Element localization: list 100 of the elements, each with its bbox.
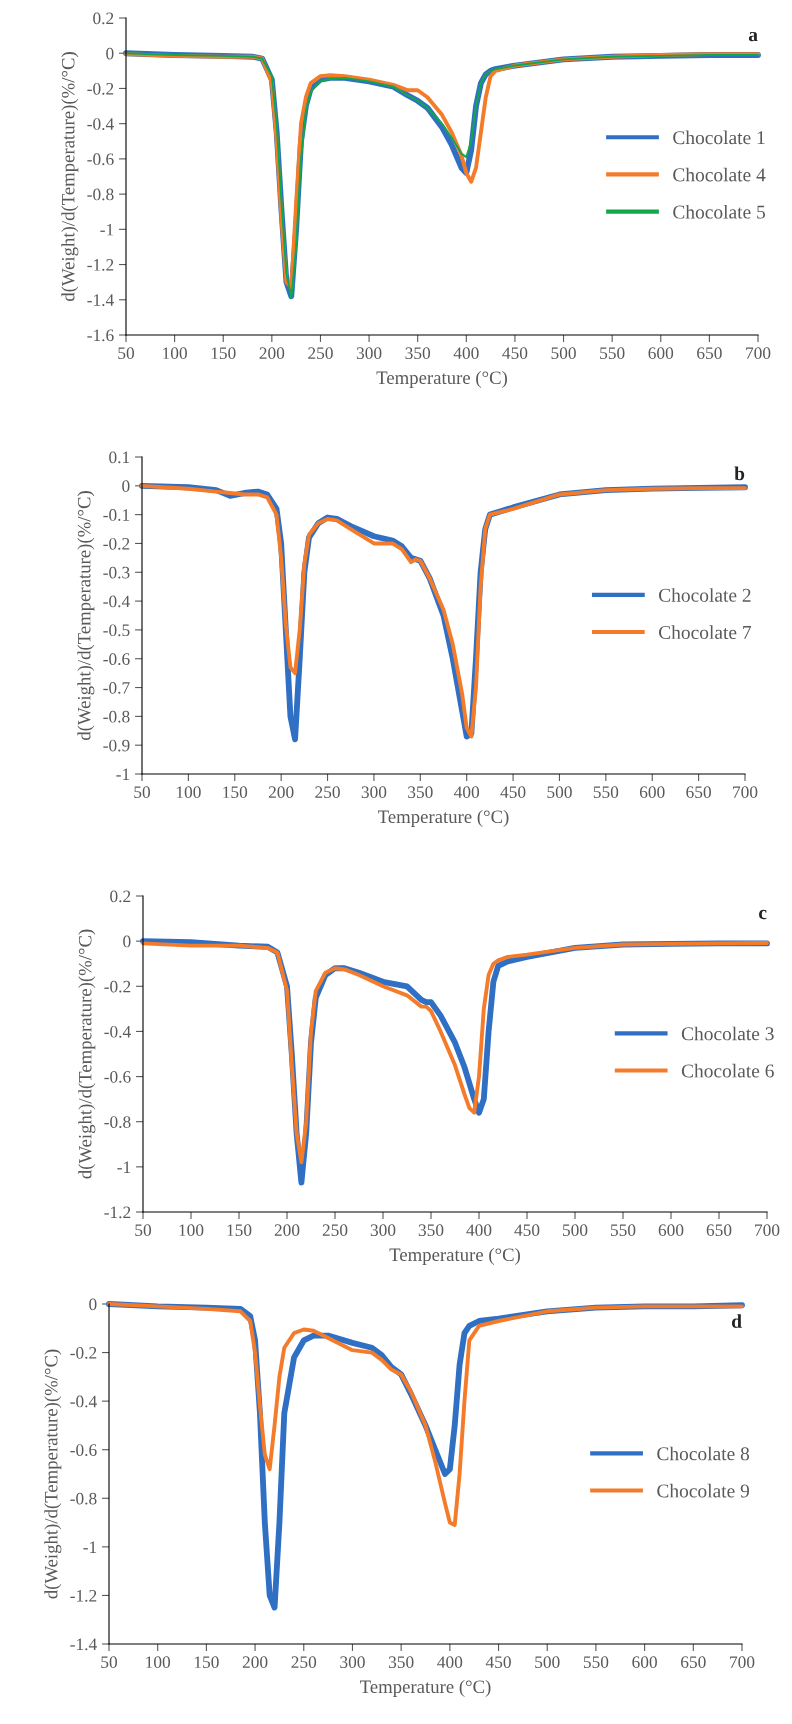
y-tick-label: 0	[89, 1298, 97, 1311]
x-tick-label: 700	[730, 1656, 755, 1669]
x-tick-label: 150	[211, 347, 236, 360]
x-tick-label: 450	[485, 1656, 511, 1669]
y-tick-label: -1	[100, 223, 114, 236]
y-tick-label: -1	[116, 768, 130, 781]
annotation: c	[759, 909, 767, 920]
legend-label: Chocolate 7	[659, 625, 752, 640]
legend-label: Chocolate 2	[659, 588, 751, 602]
x-tick-label: 550	[600, 347, 625, 360]
x-tick-label: 100	[176, 786, 201, 799]
x-tick-label: 100	[146, 1656, 171, 1669]
x-tick-label: 300	[370, 1224, 396, 1237]
y-tick-label: -0.2	[104, 980, 131, 993]
legend-label: Chocolate 1	[673, 130, 765, 145]
x-tick-label: 600	[648, 347, 674, 360]
x-tick-label: 600	[639, 786, 665, 799]
x-tick-label: 700	[746, 347, 771, 360]
x-tick-label: 350	[388, 1656, 414, 1669]
annotation: a	[748, 31, 758, 42]
x-tick-label: 200	[268, 786, 294, 799]
x-tick-label: 350	[405, 347, 431, 360]
x-tick-label: 150	[194, 1656, 219, 1669]
x-axis-title: Temperature (°C)	[376, 370, 507, 388]
x-tick-label: 50	[118, 347, 135, 360]
y-tick-label: -0.2	[87, 82, 114, 95]
legend-label: Chocolate 4	[673, 167, 766, 182]
y-tick-label: -1	[117, 1161, 131, 1173]
x-tick-label: 550	[593, 786, 619, 799]
y-tick-label: 0.2	[93, 12, 114, 25]
x-tick-label: 50	[101, 1656, 118, 1669]
y-tick-label: -1	[83, 1541, 97, 1553]
y-tick-label: -0.9	[103, 739, 130, 752]
legend-label: Chocolate 8	[657, 1446, 750, 1461]
x-tick-label: 500	[547, 786, 572, 799]
y-tick-label: -0.2	[70, 1347, 97, 1359]
x-tick-label: 450	[514, 1224, 540, 1237]
x-tick-label: 250	[322, 1224, 348, 1237]
x-tick-label: 200	[274, 1224, 300, 1237]
y-tick-label: -1.6	[87, 329, 114, 342]
y-axis-title: d(Weight)/d(Temperature)(%/°C)	[44, 1349, 62, 1599]
x-tick-label: 200	[259, 347, 285, 360]
y-axis-title: d(Weight)/d(Temperature)(%/°C)	[78, 929, 96, 1179]
y-tick-label: -0.6	[103, 653, 130, 665]
x-axis-title: Temperature (°C)	[389, 1247, 520, 1265]
x-tick-label: 650	[706, 1224, 732, 1237]
x-tick-label: 700	[733, 786, 758, 799]
x-tick-label: 50	[135, 1224, 152, 1237]
y-tick-label: -0.8	[87, 188, 114, 201]
x-tick-label: 450	[500, 786, 526, 799]
x-tick-label: 250	[308, 347, 333, 360]
x-tick-label: 100	[163, 347, 187, 360]
x-tick-label: 50	[134, 786, 151, 799]
y-tick-label: -1.2	[87, 259, 114, 271]
y-tick-label: 0.2	[110, 890, 131, 903]
legend-label: Chocolate 6	[681, 1063, 774, 1078]
legend-label: Chocolate 5	[673, 204, 766, 219]
y-tick-label: -0.5	[103, 624, 130, 637]
y-tick-label: -0.7	[103, 682, 130, 694]
x-tick-label: 450	[502, 347, 528, 360]
y-tick-label: -0.8	[104, 1116, 131, 1128]
y-axis-title: d(Weight)/d(Temperature)(%/°C)	[77, 491, 95, 741]
y-tick-label: -1.2	[104, 1206, 131, 1219]
y-axis-title: d(Weight)/d(Temperature)(%/°C)	[61, 52, 79, 302]
y-tick-label: -1.4	[70, 1638, 97, 1651]
y-tick-label: -1.4	[87, 294, 114, 307]
x-tick-label: 400	[437, 1656, 463, 1669]
x-tick-label: 500	[551, 347, 576, 360]
y-tick-label: -0.6	[87, 153, 114, 166]
x-tick-label: 400	[466, 1224, 492, 1237]
x-tick-label: 250	[315, 786, 340, 799]
y-tick-label: 0	[122, 480, 130, 493]
x-tick-label: 400	[454, 786, 480, 799]
x-tick-label: 600	[632, 1656, 657, 1669]
y-tick-label: -0.4	[87, 118, 114, 130]
x-tick-label: 350	[408, 786, 433, 799]
y-tick-label: -1.2	[70, 1589, 97, 1602]
x-axis-title: Temperature (°C)	[360, 1679, 491, 1697]
annotation: b	[734, 466, 745, 481]
x-tick-label: 300	[361, 786, 387, 799]
legend-label: Chocolate 3	[681, 1026, 774, 1041]
y-tick-label: 0	[106, 47, 114, 60]
y-tick-label: -0.4	[70, 1395, 97, 1408]
y-tick-label: -0.6	[70, 1444, 97, 1456]
y-tick-label: -0.4	[104, 1025, 131, 1038]
x-tick-label: 600	[658, 1224, 684, 1237]
y-tick-label: 0.1	[109, 451, 130, 464]
legend-label: Chocolate 9	[657, 1483, 750, 1498]
x-tick-label: 250	[291, 1656, 317, 1669]
x-tick-label: 350	[418, 1224, 444, 1237]
x-tick-label: 150	[223, 786, 248, 799]
x-tick-label: 200	[242, 1656, 268, 1669]
x-tick-label: 550	[610, 1224, 636, 1237]
x-tick-label: 500	[562, 1224, 588, 1237]
y-tick-label: -0.1	[103, 509, 130, 521]
annotation: d	[731, 1314, 742, 1328]
x-tick-label: 700	[755, 1224, 780, 1237]
y-tick-label: -0.3	[103, 566, 130, 579]
y-tick-label: -0.8	[70, 1492, 97, 1505]
x-tick-label: 400	[453, 347, 479, 360]
